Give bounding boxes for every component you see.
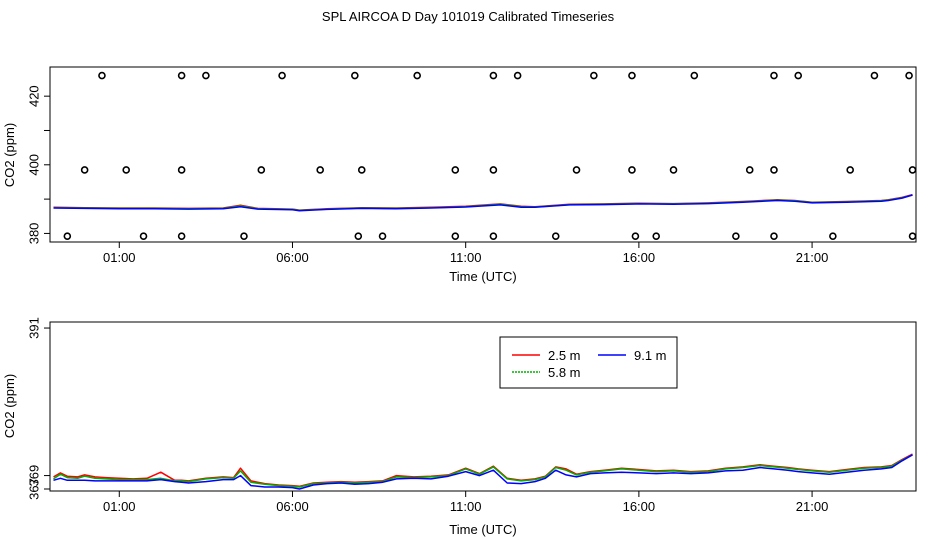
top-x-tick-label: 21:00 xyxy=(796,250,829,265)
legend-label-2.5m: 2.5 m xyxy=(548,348,581,363)
flag-marker xyxy=(846,166,854,174)
bottom-x-tick-label: 01:00 xyxy=(103,499,136,514)
top-x-tick-label: 11:00 xyxy=(450,250,482,265)
flag-marker xyxy=(908,232,917,240)
top-y-axis: 380 400 420 xyxy=(27,85,50,244)
top-x-tick-label: 01:00 xyxy=(103,250,136,265)
flag-marker xyxy=(770,232,778,240)
flag-marker xyxy=(905,71,913,80)
flag-marker xyxy=(870,71,879,80)
legend-box xyxy=(499,336,678,389)
bottom-y-axis-label: CO2 (ppm) xyxy=(2,374,17,438)
top-plot-frame xyxy=(49,66,917,243)
flag-marker xyxy=(202,71,210,80)
bottom-x-tick-label: 21:00 xyxy=(796,499,829,514)
legend-label-9.1m: 9.1 m xyxy=(634,348,667,363)
flag-marker xyxy=(357,166,366,174)
top-y-tick-label: 380 xyxy=(27,223,42,245)
flag-marker xyxy=(139,232,148,240)
top-series xyxy=(53,193,913,212)
flag-marker xyxy=(354,232,363,240)
flag-marker xyxy=(177,232,186,240)
top-panel: 01:00 06:00 11:00 16:00 21:00 380 400 420 Time… xyxy=(2,66,917,284)
top-y-tick-label: 420 xyxy=(27,85,42,107)
flag-marker xyxy=(80,166,89,174)
flag-marker xyxy=(122,166,131,174)
top-series-line-9.1m xyxy=(53,194,913,212)
flag-marker xyxy=(489,232,498,240)
flag-marker xyxy=(489,71,498,80)
bottom-x-tick-label: 16:00 xyxy=(623,499,656,514)
top-x-axis: 01:00 06:00 11:00 16:00 21:00 xyxy=(103,242,828,265)
bottom-series xyxy=(53,453,913,490)
flag-marker xyxy=(745,166,754,174)
flag-marker xyxy=(732,232,740,240)
chart-title: SPL AIRCOA D Day 101019 Calibrated Times… xyxy=(322,9,615,24)
top-series-line-2.5m xyxy=(53,193,913,211)
flag-marker xyxy=(63,232,72,240)
flag-marker xyxy=(451,166,460,174)
bottom-y-tick-label: 391 xyxy=(27,317,42,339)
flag-marker xyxy=(316,166,324,174)
flag-marker xyxy=(770,71,778,80)
flag-marker xyxy=(513,71,522,80)
top-series-line-5.8m xyxy=(53,194,913,212)
bottom-x-tick-label: 06:00 xyxy=(276,499,309,514)
flag-marker xyxy=(590,71,598,80)
flag-marker xyxy=(631,232,640,240)
flag-marker xyxy=(690,71,699,80)
flag-marker xyxy=(652,232,661,240)
flag-marker xyxy=(177,71,186,80)
flag-marker xyxy=(278,71,286,80)
flag-marker xyxy=(551,232,560,240)
flag-marker xyxy=(257,166,266,174)
top-markers xyxy=(63,71,917,240)
flag-marker xyxy=(489,166,498,174)
flag-marker xyxy=(829,232,837,240)
flag-marker xyxy=(908,166,917,174)
legend: 2.5 m 9.1 m 5.8 m xyxy=(499,336,678,389)
flag-marker xyxy=(794,71,803,80)
flag-marker xyxy=(177,166,186,174)
top-y-axis-label: CO2 (ppm) xyxy=(2,123,17,187)
flag-marker xyxy=(98,71,106,80)
top-x-tick-label: 16:00 xyxy=(623,250,656,265)
bottom-series-line-9.1m xyxy=(53,454,913,490)
bottom-x-axis-label: Time (UTC) xyxy=(449,522,516,537)
flag-marker xyxy=(451,232,460,240)
flag-marker xyxy=(240,232,248,240)
flag-marker xyxy=(669,166,678,174)
legend-label-5.8m: 5.8 m xyxy=(548,365,581,380)
flag-marker xyxy=(413,71,421,80)
bottom-y-tick-label: 367 xyxy=(27,478,42,500)
flag-marker xyxy=(572,166,581,174)
top-y-tick-label: 400 xyxy=(27,154,42,176)
top-x-tick-label: 06:00 xyxy=(276,250,309,265)
flag-marker xyxy=(628,71,636,80)
flag-marker xyxy=(378,232,387,240)
bottom-y-tick-label: 369 xyxy=(27,465,42,487)
flag-marker xyxy=(351,71,359,80)
bottom-x-axis: 01:00 06:00 11:00 16:00 21:00 xyxy=(103,491,828,514)
top-x-axis-label: Time (UTC) xyxy=(449,269,516,284)
flag-marker xyxy=(770,166,778,174)
bottom-plot-frame xyxy=(49,321,917,492)
flag-marker xyxy=(628,166,636,174)
bottom-x-tick-label: 11:00 xyxy=(450,499,482,514)
